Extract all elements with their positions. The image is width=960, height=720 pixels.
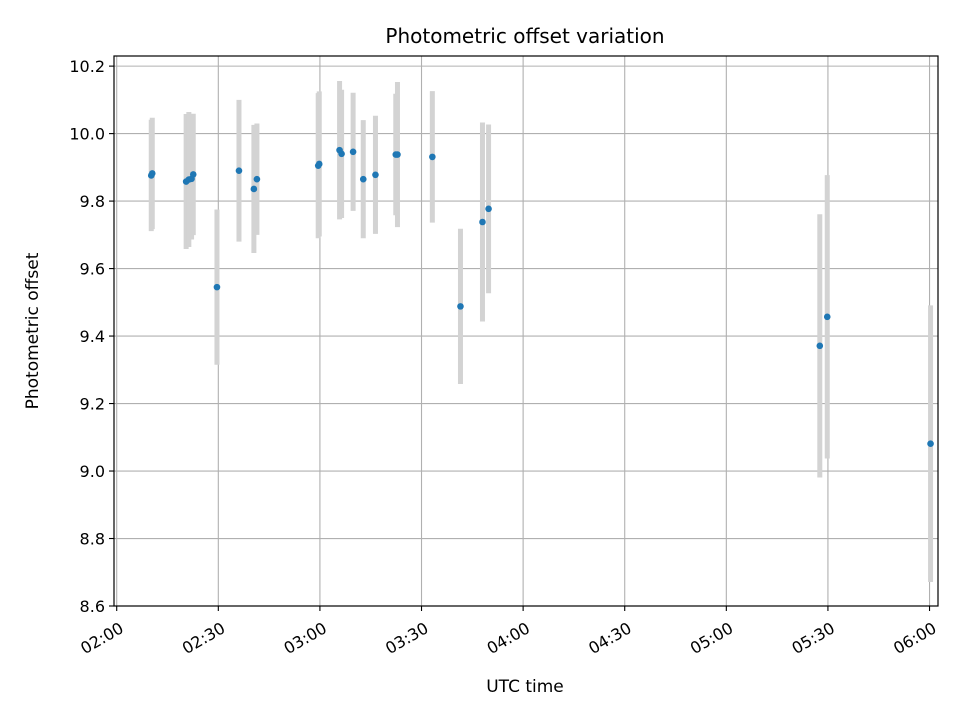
data-point [372, 171, 379, 179]
y-tick-label: 8.8 [80, 530, 105, 549]
y-tick-label: 10.0 [69, 125, 105, 144]
data-point [213, 283, 221, 291]
data-point [394, 151, 401, 158]
data-point [823, 313, 831, 321]
grid [114, 56, 938, 607]
y-axis-label: Photometric offset [23, 252, 43, 409]
y-tick-label: 9.2 [80, 395, 105, 414]
data-point [315, 160, 323, 168]
data-point [927, 440, 934, 447]
y-tick-label: 9.8 [80, 192, 105, 211]
y-tick-label: 8.6 [80, 597, 105, 616]
y-tick-label: 10.2 [69, 57, 105, 76]
data-point [457, 303, 464, 310]
x-axis-label: UTC time [486, 677, 564, 697]
chart-title: Photometric offset variation [385, 24, 664, 48]
data-point [816, 342, 824, 350]
y-tick-label: 9.4 [80, 327, 105, 346]
data-point [235, 167, 243, 175]
data-point [479, 218, 486, 226]
data-point [359, 175, 367, 183]
data-point [189, 171, 197, 178]
data-point [338, 150, 345, 158]
y-tick-label: 9.0 [80, 462, 105, 481]
data-point [253, 175, 261, 183]
data-points [147, 146, 934, 447]
data-point [429, 153, 436, 161]
data-point [148, 170, 156, 177]
data-point [485, 205, 492, 213]
y-axis: 8.6 8.8 9.0 9.2 9.4 9.6 9.8 10.0 10.2 [69, 57, 114, 616]
plot-frame [113, 55, 939, 607]
y-tick-label: 9.6 [80, 260, 105, 279]
data-point [349, 148, 357, 156]
data-point [250, 185, 258, 193]
